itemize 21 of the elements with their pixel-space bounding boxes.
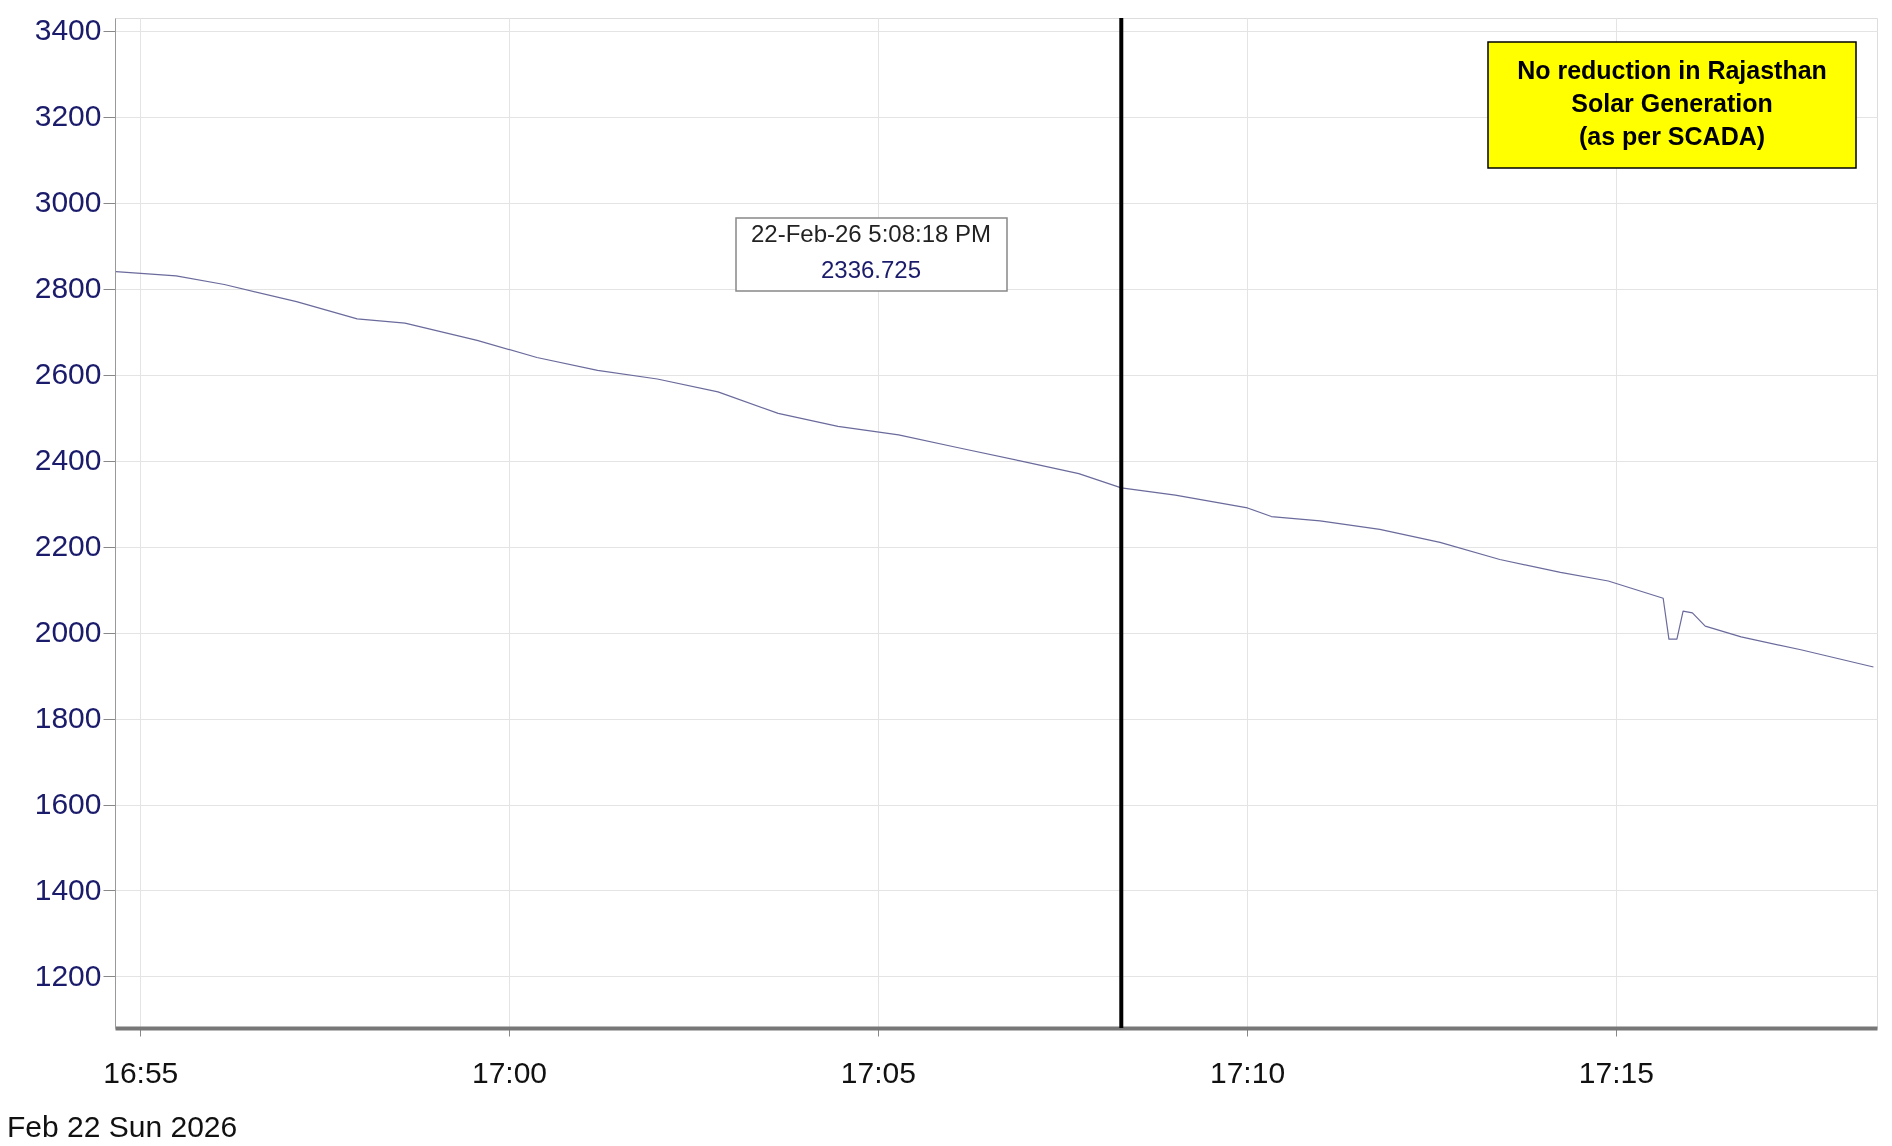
y-tick-label: 2200 — [34, 529, 102, 563]
x-tick-label: 16:55 — [103, 1055, 179, 1089]
annotation: No reduction in Rajasthan Solar Generation (as per SCADA) — [1517, 56, 1827, 150]
y-tick-label: 2600 — [34, 357, 102, 391]
x-tick-label: 17:15 — [1578, 1055, 1654, 1089]
y-tick-label: 3000 — [34, 185, 102, 219]
annotation: 2336.725 — [820, 256, 922, 283]
y-tick-label: 2000 — [34, 615, 102, 649]
y-tick-label: 3200 — [34, 99, 102, 133]
y-tick-label: 1400 — [34, 872, 102, 906]
y-tick-label: 1800 — [34, 701, 102, 735]
y-tick-label: 2800 — [34, 271, 102, 305]
y-tick-label: 1200 — [34, 958, 102, 992]
y-tick-label: 2400 — [34, 443, 102, 477]
x-tick-label: 17:00 — [471, 1055, 548, 1089]
x-tick-label: 17:10 — [1209, 1055, 1286, 1089]
x-tick-label: 17:05 — [840, 1055, 916, 1089]
x-axis-title: Feb 22 Sun 2026 — [7, 1110, 238, 1143]
y-tick-label: 1600 — [34, 787, 102, 821]
annotation: 22-Feb-26 5:08:18 PM — [750, 220, 992, 247]
y-tick-label: 3400 — [34, 13, 102, 47]
